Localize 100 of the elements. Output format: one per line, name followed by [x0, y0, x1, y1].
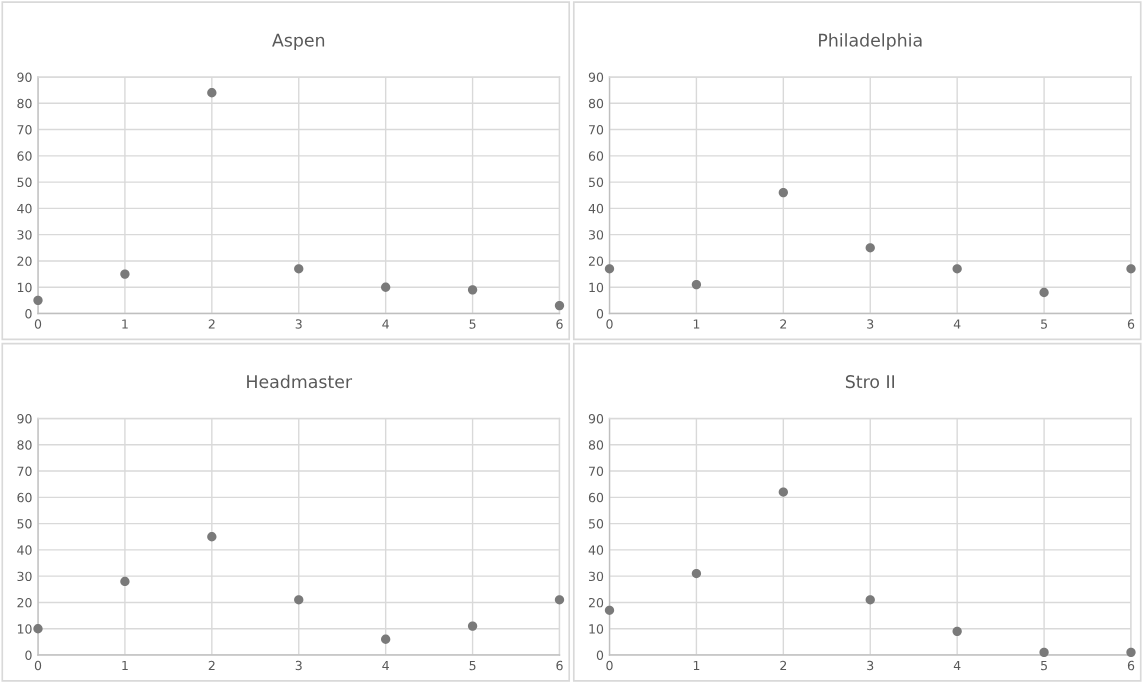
x-tick-label: 6 — [556, 660, 563, 671]
x-tick-label: 5 — [469, 660, 476, 671]
y-tick-label: 80 — [588, 440, 604, 450]
x-tick-label: 6 — [556, 319, 563, 329]
x-tick-label: 4 — [382, 319, 389, 329]
point — [33, 624, 43, 634]
y-tick-label: 20 — [17, 256, 32, 266]
point — [778, 487, 788, 497]
point — [120, 576, 130, 587]
y-tick-label: 10 — [17, 282, 32, 293]
x-tick-label: 3 — [867, 319, 874, 329]
x-tick-label: 4 — [953, 660, 961, 671]
y-tick-label: 40 — [588, 203, 604, 214]
y-tick-label: 40 — [17, 545, 32, 555]
x-tick-label: 4 — [382, 660, 389, 671]
point — [604, 605, 615, 615]
x-tick-label: 0 — [606, 660, 613, 671]
y-tick-label: 80 — [588, 98, 604, 109]
x-tick-label: 2 — [780, 319, 787, 329]
y-tick-label: 30 — [17, 230, 32, 240]
point — [207, 532, 217, 542]
y-tick-label: 50 — [589, 519, 604, 529]
y-tick-label: 60 — [17, 151, 32, 161]
point — [554, 300, 565, 311]
point — [1126, 647, 1136, 658]
y-tick-label: 0 — [596, 650, 604, 660]
point — [554, 595, 565, 605]
point — [294, 264, 304, 274]
y-tick-label: 50 — [17, 177, 32, 188]
x-tick-label: 1 — [693, 660, 700, 671]
y-tick-label: 90 — [588, 72, 604, 82]
point — [294, 595, 304, 605]
y-tick-label: 20 — [588, 256, 604, 266]
chart-title: Aspen — [272, 33, 325, 51]
x-tick-label: 0 — [606, 319, 613, 329]
y-tick-label: 50 — [17, 519, 32, 529]
point — [865, 595, 875, 605]
chart-title: Philadelphia — [819, 33, 922, 51]
point — [778, 187, 788, 198]
y-tick-label: 90 — [17, 413, 32, 424]
y-tick-label: 30 — [588, 230, 604, 240]
point — [207, 88, 217, 98]
y-tick-label: 80 — [17, 98, 32, 109]
point — [952, 264, 962, 274]
x-tick-label: 4 — [953, 319, 961, 329]
y-tick-label: 50 — [589, 177, 604, 188]
y-tick-label: 0 — [25, 650, 32, 660]
point — [381, 634, 391, 644]
y-tick-label: 70 — [17, 466, 32, 476]
x-tick-label: 3 — [295, 660, 302, 671]
y-tick-label: 0 — [25, 308, 32, 319]
x-tick-label: 6 — [1127, 660, 1135, 671]
y-tick-label: 70 — [589, 125, 604, 135]
point — [120, 269, 130, 279]
x-tick-label: 1 — [122, 319, 128, 329]
y-tick-label: 70 — [17, 125, 32, 135]
y-tick-label: 70 — [589, 466, 604, 476]
x-tick-label: 3 — [867, 660, 874, 671]
point — [604, 264, 615, 274]
point — [691, 568, 702, 579]
x-tick-label: 1 — [693, 319, 700, 329]
x-tick-label: 1 — [122, 660, 128, 671]
point — [381, 282, 391, 292]
x-tick-label: 6 — [1127, 319, 1135, 329]
point — [33, 295, 43, 306]
y-tick-label: 60 — [588, 492, 604, 503]
x-tick-label: 5 — [469, 319, 476, 329]
y-tick-label: 40 — [17, 203, 32, 214]
point — [691, 279, 702, 290]
y-tick-label: 20 — [588, 597, 604, 608]
y-tick-label: 10 — [589, 624, 604, 634]
y-tick-label: 40 — [588, 545, 604, 555]
chart-title: Headmaster — [247, 374, 353, 389]
x-tick-label: 5 — [1041, 660, 1047, 671]
point — [1126, 264, 1136, 274]
y-tick-label: 0 — [596, 308, 604, 319]
y-tick-label: 60 — [17, 492, 32, 503]
point — [952, 626, 962, 637]
y-tick-label: 90 — [588, 413, 604, 424]
y-tick-label: 80 — [17, 440, 32, 450]
x-tick-label: 0 — [34, 660, 42, 671]
x-tick-label: 3 — [295, 319, 302, 329]
y-tick-label: 20 — [17, 597, 32, 608]
y-tick-label: 10 — [17, 624, 32, 634]
x-tick-label: 0 — [34, 319, 42, 329]
point — [467, 285, 478, 295]
y-tick-label: 10 — [589, 282, 604, 293]
x-tick-label: 2 — [780, 660, 787, 671]
x-tick-label: 2 — [208, 319, 215, 329]
x-tick-label: 2 — [208, 660, 215, 671]
point — [467, 621, 478, 631]
y-tick-label: 30 — [588, 571, 604, 582]
point — [1039, 647, 1049, 658]
point — [865, 243, 875, 253]
y-tick-label: 30 — [17, 571, 32, 582]
y-tick-label: 60 — [588, 151, 604, 161]
x-tick-label: 5 — [1041, 319, 1047, 329]
y-tick-label: 90 — [17, 72, 32, 82]
point — [1039, 287, 1049, 298]
chart-title: Stro II — [845, 375, 895, 389]
